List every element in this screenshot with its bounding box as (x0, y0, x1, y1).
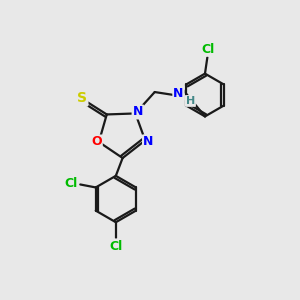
Text: H: H (186, 96, 195, 106)
Text: N: N (133, 106, 143, 118)
Text: S: S (77, 92, 87, 105)
Text: Cl: Cl (201, 43, 214, 56)
Text: Cl: Cl (65, 177, 78, 190)
Text: N: N (143, 135, 153, 148)
Text: N: N (173, 87, 184, 100)
Text: O: O (91, 136, 102, 148)
Text: Cl: Cl (109, 239, 122, 253)
